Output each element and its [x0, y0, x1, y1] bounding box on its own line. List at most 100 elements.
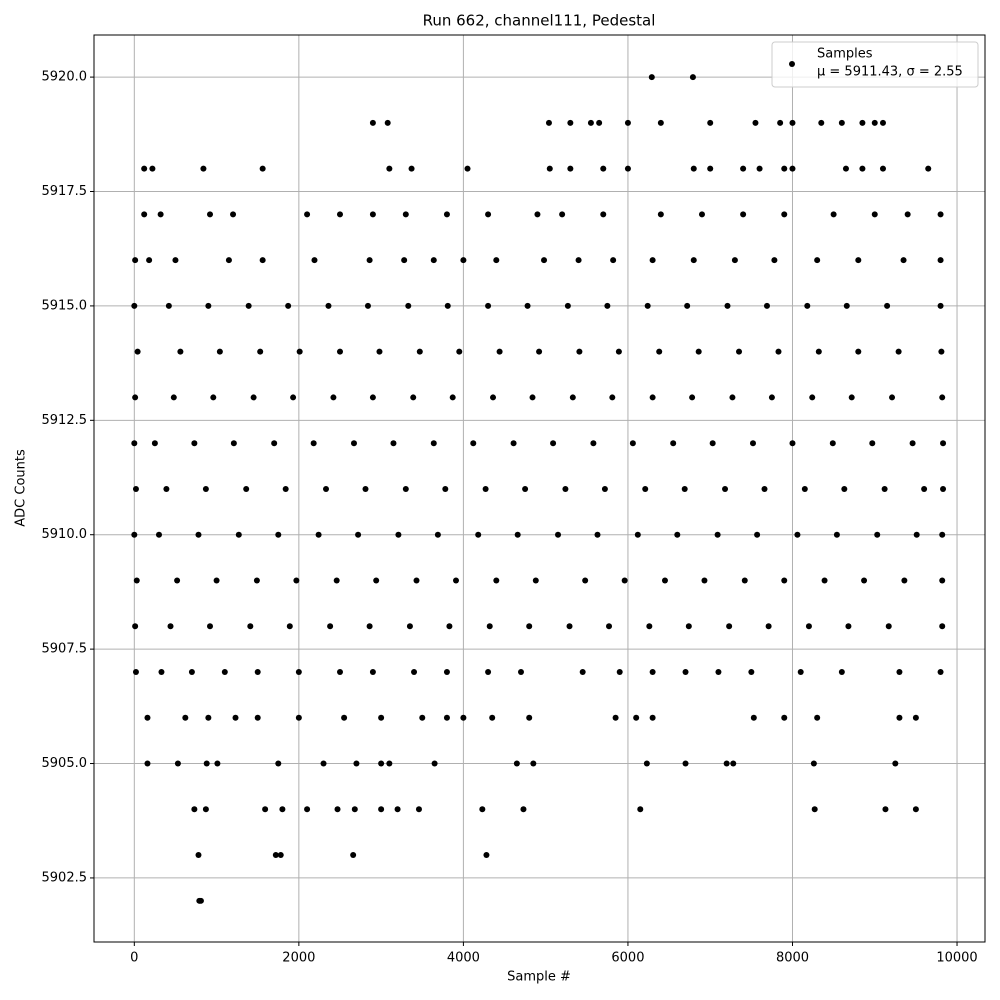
point [681, 485, 688, 492]
point [621, 577, 628, 584]
point [353, 760, 360, 767]
point [203, 760, 210, 767]
point [172, 257, 179, 264]
point [449, 394, 456, 401]
point [443, 714, 450, 721]
point [336, 211, 343, 218]
point [431, 760, 438, 767]
point [401, 257, 408, 264]
point [587, 119, 594, 126]
point [843, 302, 850, 309]
point [567, 119, 574, 126]
legend-label: Samples [817, 47, 873, 62]
point [202, 806, 209, 813]
point [637, 806, 644, 813]
point [582, 577, 589, 584]
point [250, 394, 257, 401]
point [896, 714, 903, 721]
point [723, 760, 730, 767]
point [550, 440, 557, 447]
point [254, 714, 261, 721]
point [695, 348, 702, 355]
point [818, 119, 825, 126]
point [460, 714, 467, 721]
point [482, 485, 489, 492]
point [464, 165, 471, 172]
point [207, 623, 214, 630]
point [295, 714, 302, 721]
point [395, 531, 402, 538]
point [845, 623, 852, 630]
point [434, 531, 441, 538]
point [334, 806, 341, 813]
point [731, 257, 738, 264]
point [230, 440, 237, 447]
point [841, 485, 848, 492]
point [247, 623, 254, 630]
point [304, 211, 311, 218]
point [415, 806, 422, 813]
point [642, 485, 649, 492]
point [330, 394, 337, 401]
point [741, 577, 748, 584]
point [869, 440, 876, 447]
legend-marker [789, 61, 795, 67]
point [225, 257, 232, 264]
point [158, 669, 165, 676]
point [406, 623, 413, 630]
point [529, 394, 536, 401]
point [221, 669, 228, 676]
point [805, 623, 812, 630]
point [657, 211, 664, 218]
point [177, 348, 184, 355]
point [707, 119, 714, 126]
point [634, 531, 641, 538]
point [833, 531, 840, 538]
point [262, 806, 269, 813]
y-tick-label: 5910.0 [42, 527, 88, 542]
point [575, 257, 582, 264]
point [402, 485, 409, 492]
y-tick-label: 5905.0 [42, 756, 88, 771]
point [411, 669, 418, 676]
point [254, 669, 261, 676]
point [882, 806, 889, 813]
x-tick-label: 0 [130, 951, 138, 966]
point [559, 211, 566, 218]
point [606, 623, 613, 630]
point [912, 806, 919, 813]
point [714, 531, 721, 538]
point [155, 531, 162, 538]
point [912, 714, 919, 721]
point [939, 623, 946, 630]
point [838, 119, 845, 126]
point [633, 714, 640, 721]
point [722, 485, 729, 492]
point [275, 760, 282, 767]
point [775, 348, 782, 355]
x-tick-label: 6000 [611, 951, 644, 966]
point [939, 577, 946, 584]
point [555, 531, 562, 538]
point [761, 485, 768, 492]
point [789, 165, 796, 172]
point [197, 897, 204, 904]
point [814, 257, 821, 264]
point [170, 394, 177, 401]
point [369, 669, 376, 676]
point [279, 806, 286, 813]
point [191, 806, 198, 813]
point [855, 348, 862, 355]
point [698, 211, 705, 218]
point [884, 302, 891, 309]
point [896, 669, 903, 676]
point [646, 623, 653, 630]
point [205, 714, 212, 721]
point [889, 394, 896, 401]
point [670, 440, 677, 447]
point [777, 119, 784, 126]
point [369, 394, 376, 401]
point [325, 302, 332, 309]
point [590, 440, 597, 447]
point [369, 211, 376, 218]
